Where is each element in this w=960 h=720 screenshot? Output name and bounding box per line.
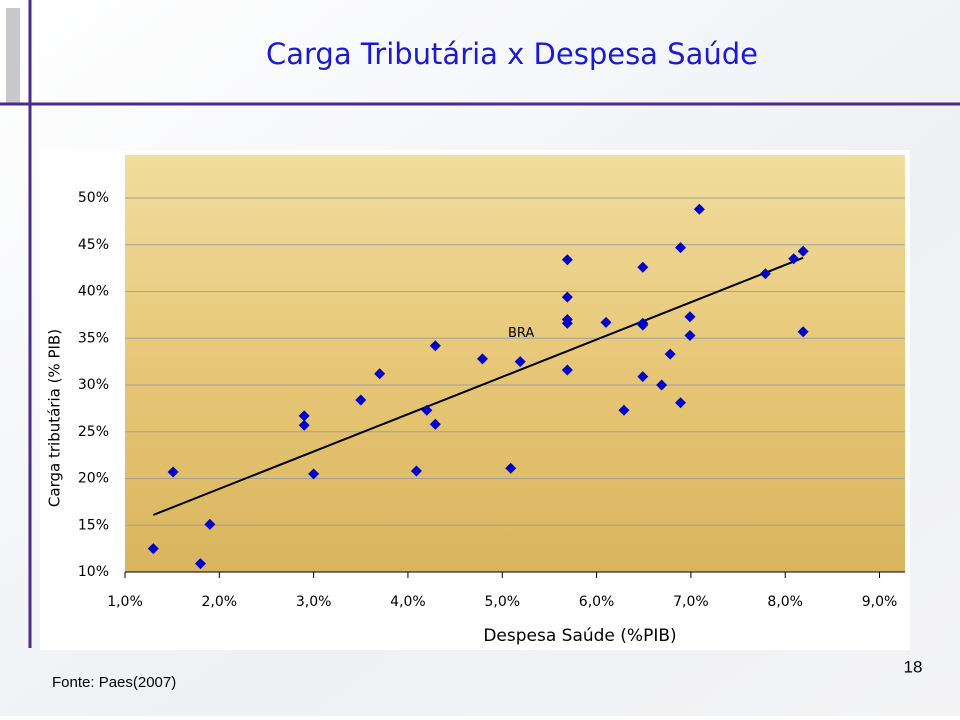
point bbox=[298, 419, 310, 431]
point bbox=[618, 404, 630, 416]
point bbox=[298, 410, 310, 422]
x-tick-label: 5,0% bbox=[484, 594, 520, 610]
point bbox=[684, 329, 696, 341]
x-tick-label: 1,0% bbox=[107, 594, 143, 610]
point bbox=[693, 203, 705, 215]
point bbox=[147, 543, 159, 555]
point bbox=[421, 404, 433, 416]
y-tick-label: 35% bbox=[78, 330, 109, 346]
source: Fonte: Paes(2007) bbox=[52, 674, 176, 691]
point bbox=[788, 253, 800, 265]
point bbox=[684, 311, 696, 323]
point bbox=[561, 291, 573, 303]
point bbox=[308, 468, 320, 480]
page-number: 18 bbox=[904, 657, 923, 676]
point bbox=[514, 356, 526, 368]
x-tick-label: 9,0% bbox=[862, 594, 898, 610]
point bbox=[429, 340, 441, 352]
y-tick-label: 15% bbox=[78, 517, 109, 533]
point bbox=[664, 348, 676, 360]
point bbox=[429, 418, 441, 430]
point bbox=[476, 353, 488, 365]
plot-area bbox=[125, 155, 905, 572]
slide-title: Carga Tributária x Despesa Saúde bbox=[266, 37, 758, 71]
point bbox=[675, 397, 687, 409]
point bbox=[194, 558, 206, 570]
point bbox=[637, 371, 649, 383]
x-tick-label: 2,0% bbox=[202, 594, 238, 610]
point bbox=[637, 261, 649, 273]
point bbox=[797, 245, 809, 257]
point bbox=[759, 268, 771, 280]
point bbox=[600, 316, 612, 328]
point bbox=[374, 368, 386, 380]
point bbox=[637, 319, 649, 331]
point bbox=[355, 394, 367, 406]
point bbox=[656, 379, 668, 391]
point bbox=[561, 364, 573, 376]
x-tick-label: 8,0% bbox=[767, 594, 803, 610]
y-tick-label: 25% bbox=[78, 424, 109, 440]
point bbox=[167, 466, 179, 478]
point bbox=[204, 518, 216, 530]
point bbox=[675, 242, 687, 254]
y-axis-label: Carga tributária (% PIB) bbox=[46, 329, 64, 507]
x-tick-label: 7,0% bbox=[673, 594, 709, 610]
y-tick-label: 50% bbox=[78, 190, 109, 206]
trendline bbox=[152, 256, 804, 516]
point bbox=[410, 465, 422, 477]
decor-bar bbox=[6, 8, 20, 104]
point bbox=[561, 317, 573, 329]
y-tick-label: 10% bbox=[78, 564, 109, 580]
annotation: BRA bbox=[508, 326, 534, 341]
y-tick-label: 30% bbox=[78, 377, 109, 393]
x-tick-label: 6,0% bbox=[579, 594, 615, 610]
y-tick-label: 45% bbox=[78, 237, 109, 253]
point bbox=[505, 462, 517, 474]
x-tick-label: 4,0% bbox=[390, 594, 426, 610]
point bbox=[561, 254, 573, 266]
x-axis-label: Despesa Saúde (%PIB) bbox=[483, 626, 676, 646]
x-tick-label: 3,0% bbox=[296, 594, 332, 610]
y-tick-label: 40% bbox=[78, 284, 109, 300]
point bbox=[797, 326, 809, 338]
y-tick-label: 20% bbox=[78, 471, 109, 487]
